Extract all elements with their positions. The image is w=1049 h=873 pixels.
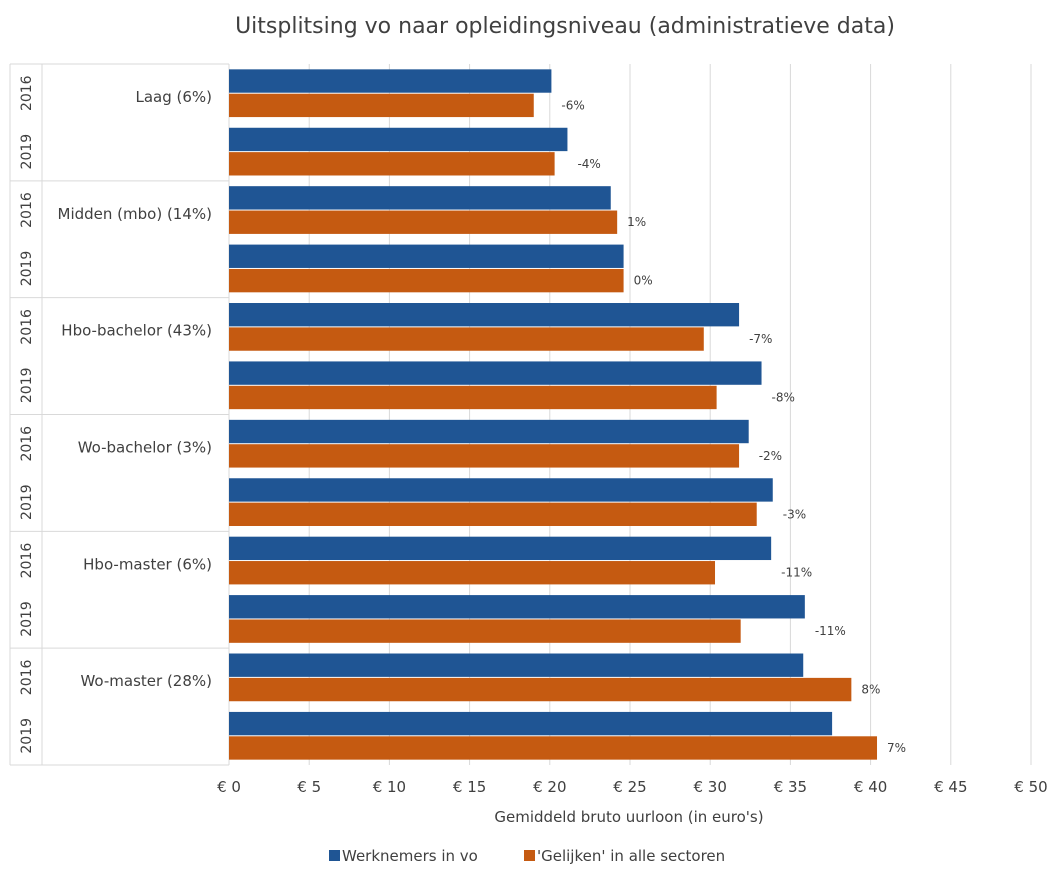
bar-gelijken: [229, 93, 534, 118]
bar-werknemers-in-vo: [229, 419, 749, 444]
bar-gelijken: [229, 152, 555, 176]
data-label: -3%: [783, 507, 806, 521]
x-tick-label: € 25: [613, 778, 646, 796]
x-tick-labels: € 0 € 5 € 10 € 15 € 20 € 25 € 30 € 35 € 40 € 45 € …: [217, 778, 1048, 796]
bar-werknemers-in-vo: [229, 303, 740, 327]
x-tick-label: € 40: [854, 778, 887, 796]
category-label: Wo-master (28%): [80, 672, 212, 690]
bar-gelijken: [229, 385, 717, 410]
year-label: 2019: [19, 251, 35, 287]
legend-swatch-gelijken: [524, 850, 535, 861]
category-label: Midden (mbo) (14%): [58, 205, 212, 223]
x-tick-label: € 30: [693, 778, 726, 796]
bar-gelijken: [229, 210, 618, 234]
x-tick-label: € 5: [297, 778, 321, 796]
data-label: -6%: [561, 98, 584, 112]
year-label: 2016: [19, 192, 35, 228]
year-label: 2016: [19, 309, 35, 345]
year-label: 2016: [19, 75, 35, 111]
gridlines: [228, 64, 1032, 765]
data-label: 7%: [887, 741, 906, 755]
bar-gelijken: [229, 619, 741, 643]
category-label: Hbo-bachelor (43%): [61, 322, 212, 340]
category-label: Laag (6%): [135, 88, 212, 106]
data-label: 0%: [634, 274, 653, 288]
x-tick-label: € 50: [1014, 778, 1047, 796]
x-tick-label: € 35: [774, 778, 807, 796]
bar-gelijken: [229, 327, 704, 351]
data-label: -11%: [815, 624, 846, 638]
x-axis-label: Gemiddeld bruto uurloon (in euro's): [494, 808, 763, 826]
category-frame: [9, 63, 229, 766]
year-label: 2016: [19, 659, 35, 695]
x-tick-label: € 0: [217, 778, 241, 796]
data-label: -8%: [772, 390, 795, 404]
bar-werknemers-in-vo: [229, 595, 805, 619]
x-tick-label: € 45: [934, 778, 967, 796]
data-label: 8%: [861, 683, 880, 697]
data-label: -2%: [759, 449, 782, 463]
year-label: 2019: [19, 484, 35, 520]
bar-werknemers-in-vo: [229, 711, 833, 736]
data-label: 1%: [627, 215, 646, 229]
bar-werknemers-in-vo: [229, 653, 804, 677]
bar-werknemers-in-vo: [229, 186, 611, 210]
year-label: 2019: [19, 601, 35, 637]
bar-werknemers-in-vo: [229, 478, 773, 502]
data-label: -7%: [749, 332, 772, 346]
category-label: Wo-bachelor (3%): [78, 439, 212, 457]
bar-werknemers-in-vo: [229, 536, 772, 561]
bar-gelijken: [229, 502, 757, 526]
bar-gelijken: [229, 268, 624, 293]
bars: -6% -4% 1% 0% -7% -8% -2% -3% -11% -11% 8% 7%: [229, 69, 906, 760]
x-tick-label: € 10: [373, 778, 406, 796]
year-label: 2016: [19, 426, 35, 462]
legend-label-gelijken: 'Gelijken' in alle sectoren: [537, 847, 725, 865]
data-label: -4%: [577, 157, 600, 171]
bar-werknemers-in-vo: [229, 127, 568, 152]
year-label: 2019: [19, 367, 35, 403]
bar-gelijken: [229, 561, 716, 585]
year-label: 2019: [19, 134, 35, 170]
bar-werknemers-in-vo: [229, 244, 624, 268]
year-label: 2019: [19, 718, 35, 754]
bar-gelijken: [229, 444, 740, 468]
bar-werknemers-in-vo: [229, 361, 762, 385]
x-tick-label: € 20: [533, 778, 566, 796]
chart-title: Uitsplitsing vo naar opleidingsniveau (a…: [235, 14, 895, 39]
category-labels: Laag (6%) 2016 2019 Midden (mbo) (14%) 2016 2…: [19, 75, 212, 753]
data-label: -11%: [781, 566, 812, 580]
year-label: 2016: [19, 543, 35, 579]
bar-werknemers-in-vo: [229, 69, 552, 93]
legend: Werknemers in vo 'Gelijken' in alle secto…: [329, 847, 725, 865]
x-tick-label: € 15: [453, 778, 486, 796]
bar-gelijken: [229, 677, 852, 702]
bar-gelijken: [229, 736, 878, 760]
legend-swatch-werknemers-in-vo: [329, 850, 340, 861]
legend-label-werknemers-in-vo: Werknemers in vo: [342, 847, 478, 865]
category-label: Hbo-master (6%): [83, 555, 212, 573]
